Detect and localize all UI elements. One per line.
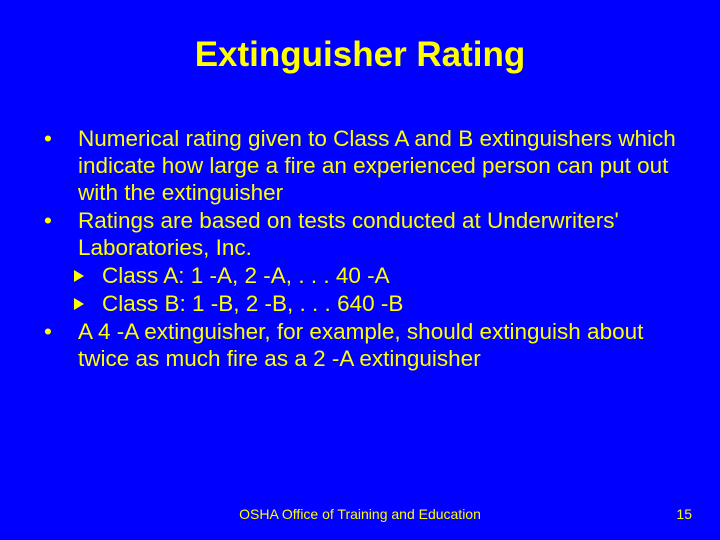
page-number: 15: [676, 506, 692, 522]
sub-bullet-text: Class A: 1 -A, 2 -A, . . . 40 -A: [102, 262, 682, 289]
sub-bullet-item: Class A: 1 -A, 2 -A, . . . 40 -A: [72, 262, 682, 289]
bullet-item: • Ratings are based on tests conducted a…: [38, 207, 682, 261]
bullet-item: • Numerical rating given to Class A and …: [38, 125, 682, 206]
slide-title: Extinguisher Rating: [0, 0, 720, 95]
footer-text: OSHA Office of Training and Education: [0, 506, 720, 522]
bullet-icon: •: [38, 207, 78, 261]
bullet-icon: •: [38, 125, 78, 206]
bullet-icon: •: [38, 318, 78, 372]
bullet-text: A 4 -A extinguisher, for example, should…: [78, 318, 682, 372]
bullet-text: Ratings are based on tests conducted at …: [78, 207, 682, 261]
sub-bullet-item: Class B: 1 -B, 2 -B, . . . 640 -B: [72, 290, 682, 317]
chevron-right-icon: [72, 290, 102, 317]
slide: Extinguisher Rating • Numerical rating g…: [0, 0, 720, 540]
sub-bullet-text: Class B: 1 -B, 2 -B, . . . 640 -B: [102, 290, 682, 317]
bullet-text: Numerical rating given to Class A and B …: [78, 125, 682, 206]
slide-footer: OSHA Office of Training and Education 15: [0, 506, 720, 522]
bullet-item: • A 4 -A extinguisher, for example, shou…: [38, 318, 682, 372]
slide-body: • Numerical rating given to Class A and …: [0, 95, 720, 372]
chevron-right-icon: [72, 262, 102, 289]
